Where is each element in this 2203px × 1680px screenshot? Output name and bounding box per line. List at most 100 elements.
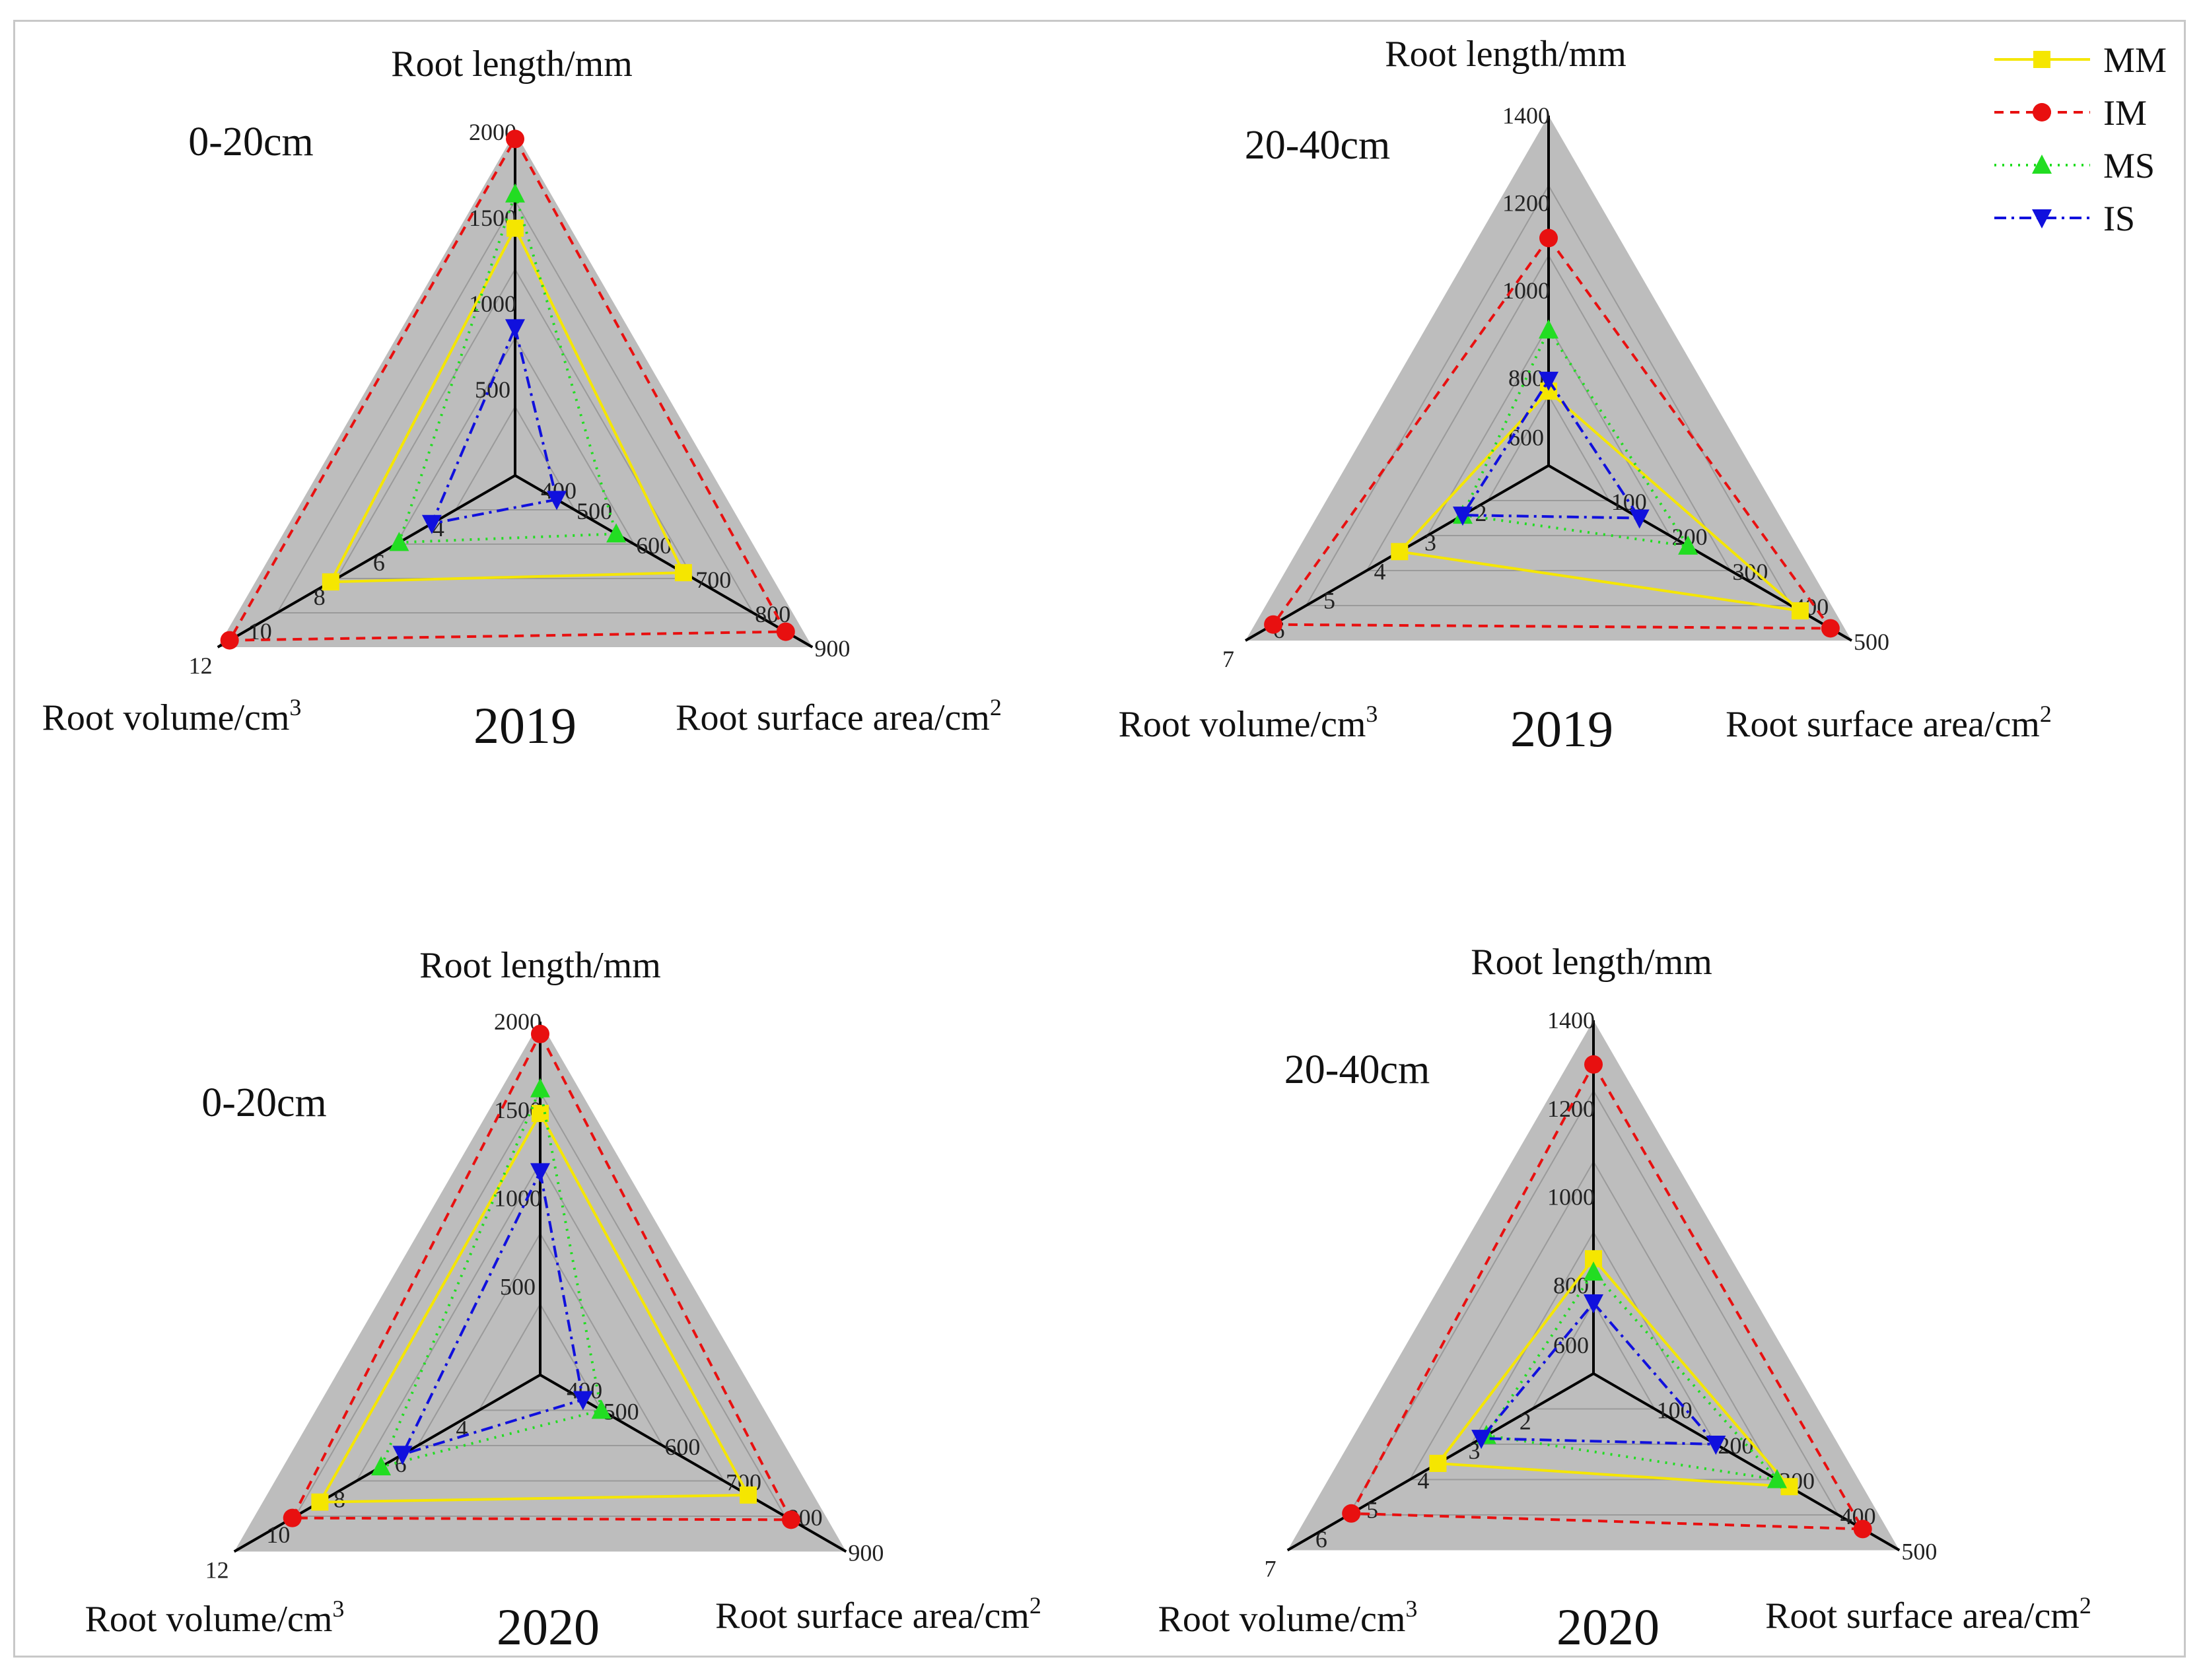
radar-grid-ring: [416, 1232, 664, 1446]
year-label: 2020: [1556, 1598, 1660, 1656]
axis-title-volume-superscript: 3: [289, 694, 301, 720]
series-line-IM: [227, 136, 788, 642]
tick-label-surface: 500: [1901, 1539, 1937, 1565]
radar-grid-ring: [1347, 1090, 1840, 1516]
legend-label-IS: IS: [2103, 199, 2135, 238]
series-point-MS: [530, 1078, 550, 1098]
series-point-MM: [311, 1493, 329, 1511]
series-line-MM: [1397, 389, 1805, 613]
series-line-MM: [328, 225, 686, 584]
series-point-IM: [1264, 615, 1283, 634]
axis-title-surface-superscript: 2: [2080, 1592, 2091, 1619]
radar-grid-ring: [454, 405, 576, 510]
axis-title-volume: Root volume/cm3: [1119, 701, 1378, 745]
depth-label: 20-40cm: [1245, 123, 1390, 168]
series-point-IM: [1853, 1520, 1872, 1539]
tick-label-length: 500: [500, 1273, 536, 1300]
radar-grid-ring: [1426, 324, 1671, 536]
series-point-MM: [1791, 602, 1809, 619]
legend-marker-MM: [2033, 51, 2050, 68]
series-point-MM: [740, 1486, 757, 1504]
axis-title-volume-superscript: 3: [332, 1595, 344, 1622]
series-point-IM: [531, 1024, 549, 1043]
series-point-MS: [606, 523, 627, 543]
series-point-IM: [220, 631, 239, 650]
series-point-IM: [781, 1510, 800, 1529]
depth-label: 20-40cm: [1284, 1047, 1430, 1092]
tick-label-volume: 2: [1520, 1409, 1531, 1435]
series-point-MM: [507, 219, 524, 237]
tick-label-volume: 2: [1475, 500, 1487, 526]
series-line-IM: [1348, 1061, 1866, 1531]
radar-grid-ring: [335, 268, 695, 579]
series-point-IM: [776, 622, 795, 641]
tick-label-length: 800: [1553, 1272, 1589, 1298]
series-point-MS: [371, 1456, 392, 1476]
axis-line-surface: [514, 474, 814, 648]
axis-title-volume: Root volume/cm3: [42, 694, 302, 738]
tick-label-length: 1000: [494, 1185, 542, 1212]
radar-grid-ring: [294, 1090, 787, 1517]
series-line-IS: [400, 1168, 585, 1457]
tick-label-volume: 8: [333, 1487, 345, 1513]
series-point-MS: [389, 532, 409, 551]
tick-label-volume: 4: [1417, 1467, 1429, 1494]
tick-label-length: 1400: [1547, 1007, 1595, 1033]
tick-label-length: 1000: [1502, 277, 1550, 304]
series-point-IM: [1539, 228, 1558, 248]
tick-label-surface: 500: [577, 498, 612, 524]
tick-label-volume: 4: [1374, 559, 1386, 585]
tick-label-volume: 6: [1315, 1526, 1327, 1553]
series-point-IS: [547, 491, 567, 510]
depth-label: 0-20cm: [201, 1080, 326, 1125]
depth-label: 0-20cm: [188, 120, 313, 164]
axis-title-length: Root length/mm: [1471, 942, 1712, 983]
tick-label-volume: 12: [189, 652, 213, 679]
series-line-IM: [290, 1031, 794, 1522]
legend-marker-IM: [2033, 103, 2051, 122]
legend-label-MM: MM: [2103, 40, 2167, 80]
radar-grid-ring: [1409, 1160, 1778, 1481]
series-point-IS: [1584, 1294, 1603, 1313]
axis-title-surface: Root surface area/cm2: [715, 1592, 1041, 1636]
tick-label-surface: 500: [1854, 629, 1889, 655]
tick-label-volume: 3: [1469, 1438, 1481, 1464]
series-point-MS: [505, 183, 525, 203]
axis-title-surface-superscript: 2: [1030, 1592, 1041, 1619]
series-point-IS: [1539, 371, 1558, 391]
legend-label-IM: IM: [2103, 93, 2147, 133]
series-point-MS: [1678, 535, 1698, 555]
axis-line-volume: [217, 474, 516, 648]
radar-grid-ring: [477, 1303, 603, 1411]
tick-label-surface: 100: [1657, 1397, 1693, 1424]
series-point-MS: [1539, 319, 1558, 339]
axis-title-length: Root length/mm: [419, 945, 661, 986]
series-point-IM: [1584, 1055, 1603, 1074]
tick-label-volume: 7: [1265, 1556, 1276, 1582]
axis-title-volume: Root volume/cm3: [85, 1595, 345, 1640]
axis-title-surface: Root surface area/cm2: [1765, 1592, 2091, 1636]
axis-title-surface-superscript: 2: [2040, 701, 2052, 727]
radar-grid-ring: [1365, 254, 1732, 571]
tick-label-surface: 300: [1732, 559, 1768, 585]
series-line-IS: [1460, 378, 1642, 520]
radar-panel-2020-0-20cm: 5001000150020004005006007008009004681012…: [85, 945, 1041, 1656]
axis-title-surface: Root surface area/cm2: [1726, 701, 2052, 745]
tick-label-surface: 900: [848, 1540, 884, 1566]
tick-label-volume: 7: [1222, 646, 1234, 672]
radar-grid-ring: [276, 199, 754, 613]
series-point-MM: [674, 564, 692, 582]
tick-label-volume: 3: [1424, 529, 1436, 555]
series-point-IM: [506, 129, 524, 149]
series-point-MM: [322, 573, 339, 591]
radar-panel-2019-0-20cm: 5001000150020004005006007008009004681012…: [42, 44, 1002, 754]
series-point-IS: [1452, 507, 1473, 526]
legend-marker-MS: [2032, 155, 2052, 174]
axis-title-length: Root length/mm: [391, 44, 633, 85]
tick-label-surface: 900: [814, 635, 850, 662]
radar-panel-2019-20-40cm: 600800100012001400100200300400500234567R…: [1119, 34, 2052, 757]
radar-grid-ring: [355, 1161, 725, 1482]
tick-label-volume: 12: [205, 1557, 229, 1584]
series-point-MM: [1391, 543, 1409, 561]
